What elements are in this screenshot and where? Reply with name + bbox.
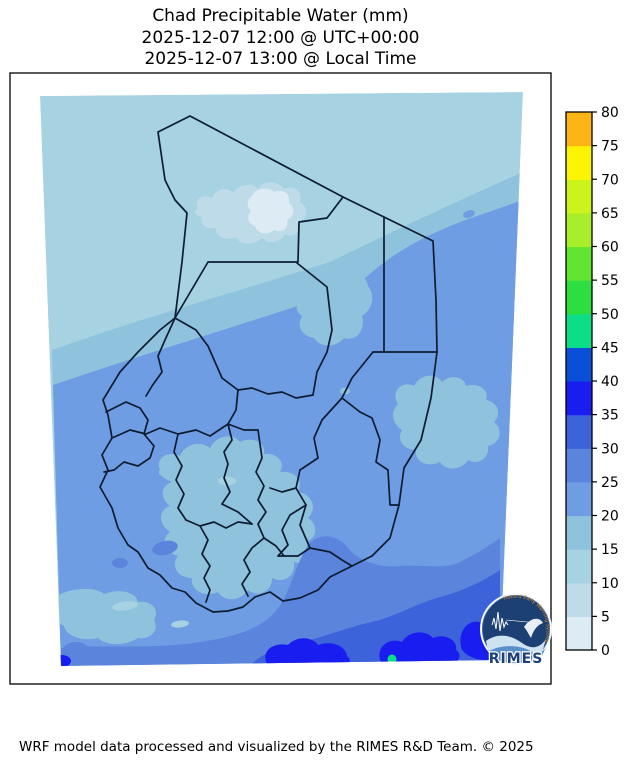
colorbar-tick-label: 70 xyxy=(601,172,619,188)
province-line xyxy=(341,351,374,399)
blob-25-30-w3 xyxy=(63,642,89,658)
colorbar-tick-label: 60 xyxy=(601,240,619,256)
province-line xyxy=(296,262,333,396)
blob-35-40-b xyxy=(379,632,460,666)
colorbar-tick-label: 35 xyxy=(601,408,619,424)
chad-country-outline xyxy=(99,115,438,613)
colorbar-tick-label: 50 xyxy=(601,307,619,323)
logo-sail xyxy=(524,618,543,638)
figure-title: Chad Precipitable Water (mm) 2025-12-07 … xyxy=(0,6,561,71)
blob-25-30-w1 xyxy=(152,540,178,556)
colorbar-segment xyxy=(566,448,592,483)
band-15-20-tongue xyxy=(296,272,373,346)
dot-45-50 xyxy=(387,654,397,664)
province-line xyxy=(103,401,155,473)
blob-35-40-a xyxy=(265,638,350,666)
province-line xyxy=(341,397,400,506)
province-line xyxy=(145,317,176,397)
logo-wordmark: RIMES xyxy=(489,651,544,667)
province-line xyxy=(221,389,239,505)
colorbar-segment xyxy=(566,381,592,416)
province-line xyxy=(174,317,223,379)
admin-boundaries xyxy=(99,115,438,613)
colorbar-tick-label: 40 xyxy=(601,374,619,390)
province-line xyxy=(277,504,307,557)
colorbar-segment xyxy=(566,515,592,550)
colorbar-segment xyxy=(566,145,592,180)
spot-20-25-east xyxy=(374,292,420,334)
province-line xyxy=(221,503,253,525)
province-line xyxy=(185,519,253,529)
patch-15-20-central xyxy=(158,436,316,600)
colorbar-segment xyxy=(566,582,592,617)
colorbar-tick-label: 15 xyxy=(601,542,619,558)
province-line xyxy=(111,423,229,439)
colorbar-tick-label: 80 xyxy=(601,105,619,121)
colorbar-segment xyxy=(566,212,592,248)
colorbar-tick-label: 55 xyxy=(601,273,619,289)
patch-10-15-dot1 xyxy=(218,476,236,486)
colorbar-segment xyxy=(566,246,592,281)
axes-frame xyxy=(9,72,552,685)
footer-credit: WRF model data processed and visualized … xyxy=(19,739,534,755)
patch-10-15-dot3 xyxy=(171,620,189,628)
colorbar-segment xyxy=(566,179,592,214)
patch-10-15-dot2 xyxy=(112,601,138,611)
province-line xyxy=(241,537,265,597)
province-line xyxy=(174,196,344,319)
colorbar-segment xyxy=(566,414,592,449)
colorbar-tick-label: 5 xyxy=(601,609,610,625)
colorbar-tick-label: 0 xyxy=(601,643,610,659)
colorbar-tick-label: 75 xyxy=(601,139,619,155)
colorbar-segment xyxy=(566,481,592,517)
colorbar-tick-label: 65 xyxy=(601,206,619,222)
title-line-2: 2025-12-07 12:00 @ UTC+00:00 xyxy=(141,27,420,48)
logo-wave-dark xyxy=(489,646,546,664)
logo-seismogram xyxy=(491,611,509,632)
colorbar-segment xyxy=(566,280,592,315)
colorbar-segment xyxy=(566,616,592,651)
province-line xyxy=(227,423,267,539)
contour-fills xyxy=(40,92,523,666)
province-line xyxy=(269,487,297,493)
spot-20-25-ne xyxy=(463,210,475,218)
rimes-logo: Hazard Early Warning System RIMES xyxy=(480,593,552,668)
colorbar-segment xyxy=(566,549,592,584)
colorbar-tick-label: 45 xyxy=(601,340,619,356)
colorbar-tick-label: 10 xyxy=(601,576,619,592)
province-line xyxy=(295,397,343,549)
patch-15-20-east xyxy=(393,375,500,469)
colorbar-tick-label: 20 xyxy=(601,509,619,525)
colorbar-tick-label: 25 xyxy=(601,475,619,491)
blob-35-40-d xyxy=(53,655,71,666)
province-line xyxy=(309,547,353,567)
title-line-3: 2025-12-07 13:00 @ Local Time xyxy=(144,49,417,69)
blob-25-30-w2 xyxy=(112,558,128,568)
colorbar-segment xyxy=(566,347,592,382)
colorbar-segment xyxy=(566,313,592,348)
title-line-1: Chad Precipitable Water (mm) xyxy=(152,6,409,26)
band-0-5-core xyxy=(247,188,294,234)
province-line xyxy=(173,433,187,521)
colorbar: 0 5 10 15 20 25 30 35 40 45 50 55 60 65 70 75 80 xyxy=(566,105,619,659)
colorbar-outline xyxy=(565,111,593,651)
province-line xyxy=(277,547,311,557)
province-line xyxy=(199,525,211,603)
colorbar-segment xyxy=(566,112,592,147)
colorbar-tick-label: 30 xyxy=(601,441,619,457)
